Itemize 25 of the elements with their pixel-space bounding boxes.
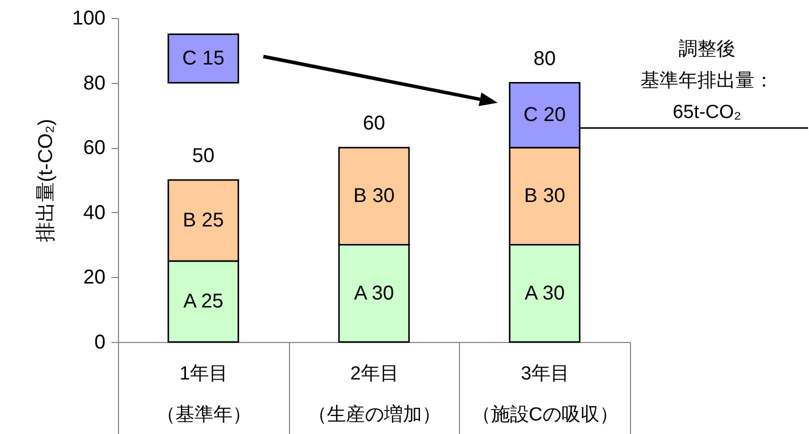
y-axis-title: 排出量(t-CO₂) — [35, 118, 58, 242]
annotation: 60 — [362, 112, 386, 135]
bar — [168, 33, 240, 84]
y-tick-label: 80 — [83, 72, 106, 94]
data-label: B 25 — [182, 210, 224, 232]
x-tick-label: 1年目（基準年） — [156, 364, 252, 426]
text: 基準年排出量： — [640, 70, 774, 92]
annotation: 50 — [192, 145, 214, 167]
text: 65t-CO₂ — [672, 102, 742, 123]
data-label: B 30 — [353, 185, 395, 208]
annotation: 80 — [534, 48, 556, 70]
data-label: C 15 — [182, 48, 224, 70]
y-tick-label: 0 — [94, 332, 106, 354]
data-label: A 25 — [183, 290, 224, 312]
data-label: B 30 — [524, 185, 566, 208]
x-tick-label: 2年目（生産の増加） — [308, 364, 441, 426]
data-label: A 30 — [354, 282, 394, 304]
text: 調整後 — [678, 39, 736, 60]
y-tick-label: 100 — [72, 8, 106, 30]
y-tick-label: 60 — [83, 137, 106, 160]
y-tick-label: 20 — [83, 266, 106, 289]
x-tick-label: 3年目（施設Cの吸収） — [472, 364, 619, 426]
data-label: A 30 — [524, 282, 565, 304]
data-label: C 20 — [524, 104, 566, 126]
y-tick-label: 40 — [83, 202, 106, 224]
